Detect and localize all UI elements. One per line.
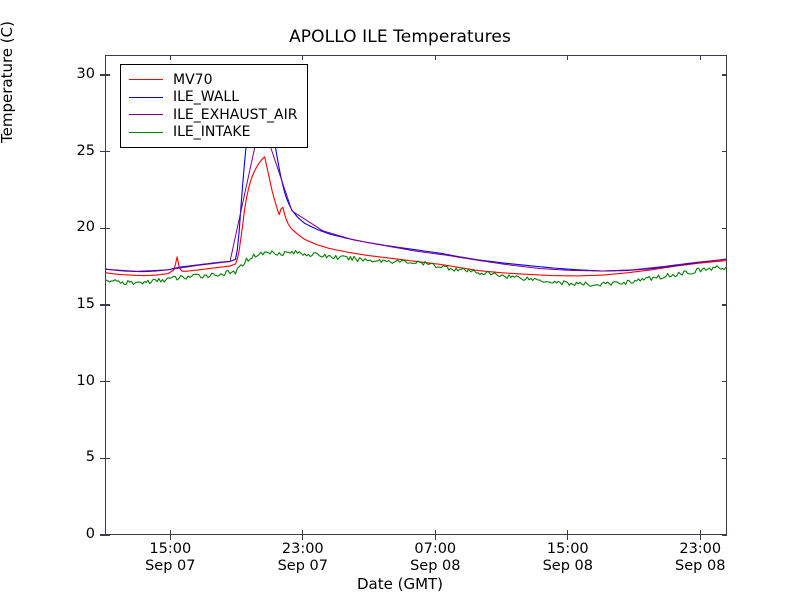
- legend-color-swatch: [129, 79, 163, 81]
- x-tick-time: 23:00: [281, 541, 324, 557]
- chart-legend: MV70 ILE_WALL ILE_EXHAUST_AIR ILE_INTAKE: [120, 64, 309, 148]
- x-tick-date: Sep 08: [542, 558, 593, 574]
- y-tick-mark: [105, 380, 110, 383]
- y-tick-mark: [100, 304, 105, 306]
- y-tick-mark-right: [722, 150, 727, 153]
- legend-item[interactable]: ILE_EXHAUST_AIR: [129, 106, 297, 124]
- x-tick-mark-top: [434, 55, 436, 60]
- series-line-mv70: [106, 157, 726, 276]
- x-tick-date: Sep 07: [145, 558, 196, 574]
- y-tick-mark-right: [722, 227, 727, 229]
- x-tick-date: Sep 08: [675, 558, 726, 574]
- y-tick-label: 10: [76, 372, 95, 389]
- y-tick-mark: [100, 227, 105, 229]
- legend-color-swatch: [129, 131, 163, 133]
- x-tick-mark: [302, 535, 304, 540]
- legend-item-label: MV70: [173, 71, 213, 88]
- x-tick-mark: [434, 535, 436, 540]
- x-tick-mark: [434, 530, 436, 535]
- series-line-ile_exhaust_air: [106, 119, 726, 272]
- y-tick-mark-right: [722, 380, 727, 383]
- legend-item-label: ILE_WALL: [173, 89, 240, 106]
- x-tick-time: 23:00: [679, 541, 722, 557]
- y-tick-mark-right: [722, 74, 727, 76]
- y-tick-mark: [105, 457, 110, 459]
- legend-item[interactable]: ILE_WALL: [129, 89, 297, 107]
- y-tick-mark: [105, 150, 110, 153]
- y-tick-label: 0: [85, 526, 95, 542]
- legend-item[interactable]: ILE_INTAKE: [129, 124, 297, 142]
- x-tick-label: 07:00 Sep 08: [375, 541, 495, 575]
- x-tick-mark: [169, 530, 171, 535]
- y-tick-label: 25: [76, 142, 95, 159]
- series-line-ile_intake: [106, 251, 726, 287]
- y-tick-label: 30: [76, 65, 95, 82]
- y-tick-label: 5: [85, 449, 95, 466]
- y-tick-mark: [100, 457, 105, 459]
- x-tick-mark: [699, 535, 701, 540]
- x-tick-time: 07:00: [414, 541, 457, 557]
- x-tick-label: 23:00 Sep 08: [640, 541, 760, 575]
- y-tick-mark-right: [722, 534, 727, 536]
- x-tick-mark-top: [302, 55, 304, 60]
- plot-lines: [106, 56, 726, 534]
- x-tick-label: 15:00 Sep 08: [508, 541, 628, 575]
- legend-item-label: ILE_INTAKE: [173, 124, 251, 141]
- x-tick-mark: [169, 535, 171, 540]
- y-tick-mark: [100, 74, 105, 76]
- y-tick-mark-right: [722, 457, 727, 459]
- y-tick-mark: [105, 227, 110, 229]
- x-tick-label: 15:00 Sep 07: [110, 541, 230, 575]
- legend-item-label: ILE_EXHAUST_AIR: [173, 106, 298, 123]
- legend-color-swatch: [129, 96, 163, 98]
- y-tick-mark: [100, 150, 105, 153]
- x-tick-mark-top: [169, 55, 171, 60]
- y-tick-mark: [105, 74, 110, 76]
- y-tick-mark-right: [722, 304, 727, 306]
- y-tick-mark: [100, 534, 105, 536]
- x-tick-time: 15:00: [149, 541, 192, 557]
- y-tick-mark: [105, 534, 110, 536]
- y-axis-label: Temperature (C): [0, 21, 16, 143]
- x-tick-time: 15:00: [546, 541, 589, 557]
- y-tick-label: 15: [76, 295, 95, 312]
- x-tick-mark-top: [567, 55, 569, 60]
- chart-title: APOLLO ILE Temperatures: [289, 27, 511, 47]
- x-tick-mark: [567, 535, 569, 540]
- x-tick-date: Sep 08: [410, 558, 461, 574]
- x-tick-mark: [302, 530, 304, 535]
- x-tick-label: 23:00 Sep 07: [243, 541, 363, 575]
- y-tick-label: 20: [76, 219, 95, 236]
- y-tick-mark: [105, 304, 110, 306]
- legend-color-swatch: [129, 114, 163, 116]
- x-tick-mark: [567, 530, 569, 535]
- legend-item[interactable]: MV70: [129, 71, 297, 89]
- y-tick-mark: [100, 380, 105, 383]
- x-tick-date: Sep 07: [277, 558, 328, 574]
- x-axis-label: Date (GMT): [356, 575, 444, 593]
- x-tick-mark-top: [699, 55, 701, 60]
- x-tick-mark: [699, 530, 701, 535]
